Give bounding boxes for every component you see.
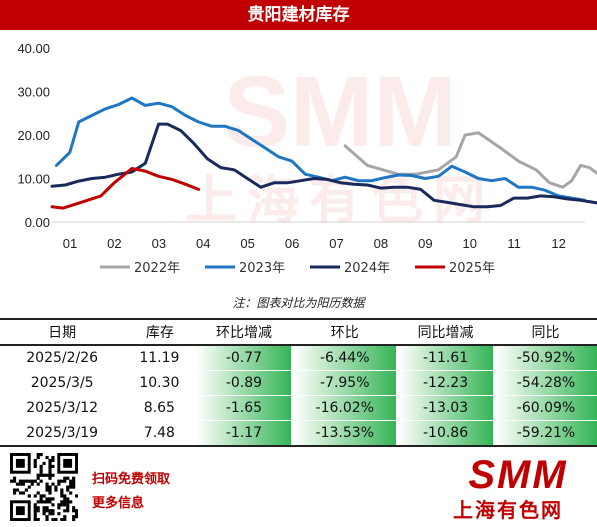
x-tick-label: 09	[418, 236, 432, 251]
cell-date: 2025/2/26	[26, 350, 99, 367]
col-yoy-change: 同比增减	[397, 318, 495, 346]
cell-mom-change: -0.77	[194, 344, 293, 371]
promo-line-2: 更多信息	[92, 496, 145, 511]
x-tick-label: 08	[374, 236, 388, 251]
x-tick-label: 02	[107, 236, 121, 251]
x-tick-label: 10	[463, 236, 477, 251]
table-row: 2025/3/12 8.65 -1.65 -16.02% -13.03 -60.…	[0, 395, 597, 421]
series-line	[343, 131, 597, 189]
cell-date: 2025/3/19	[0, 420, 125, 447]
promo-line-1: 扫码免费领取	[92, 472, 171, 487]
smm-logo-cn: 上海有色网	[453, 498, 563, 522]
col-inventory: 库存	[124, 318, 196, 346]
qr-code-image[interactable]	[10, 453, 79, 522]
x-tick-label: 12	[551, 236, 565, 251]
cell-mom-change: -1.65	[194, 395, 293, 421]
inventory-table: 日期 库存 环比增减 环比 同比增减 同比 2025/2/26 11.19 -0…	[0, 318, 597, 447]
col-date: 日期	[0, 318, 125, 346]
cell-inventory: 10.30	[139, 375, 180, 391]
y-tick-label: 20.00	[17, 128, 50, 143]
cell-mom-pct: -7.95%	[291, 370, 398, 396]
cell-yoy-change: -11.61	[396, 344, 495, 371]
series-line	[50, 167, 201, 210]
legend-label: 2023年	[239, 261, 285, 276]
y-tick-label: 30.00	[17, 85, 50, 100]
chart-area: SMM 上海有色网 0.00 10.00 20.00 30.00 40.00 01 02 03…	[0, 30, 597, 285]
cell-date: 2025/3/12	[26, 400, 99, 416]
x-tick-label: 03	[152, 236, 166, 251]
chart-title: 贵阳建材库存	[0, 0, 597, 30]
cell-yoy-pct: -54.28%	[493, 370, 597, 396]
cell-yoy-pct: -59.21%	[493, 420, 597, 447]
table-header-row: 日期 库存 环比增减 环比 同比增减 同比	[0, 318, 597, 346]
cell-yoy-change: -12.23	[396, 370, 495, 396]
chart-note: 注：图表对比为阳历数据	[232, 296, 365, 310]
legend-label: 2025年	[449, 261, 495, 276]
smm-logo: SMM	[468, 453, 568, 497]
y-tick-label: 10.00	[17, 172, 50, 187]
legend-label: 2022年	[134, 261, 180, 276]
cell-yoy-pct: -50.92%	[493, 344, 597, 371]
table-row: 2025/3/5 10.30 -0.89 -7.95% -12.23 -54.2…	[0, 370, 597, 396]
cell-date: 2025/3/5	[30, 375, 94, 391]
y-tick-label: 40.00	[17, 41, 50, 56]
cell-inventory: 11.19	[139, 350, 180, 367]
cell-mom-change: -0.89	[194, 370, 293, 396]
x-tick-label: 06	[285, 236, 299, 251]
cell-yoy-change: -10.86	[396, 420, 495, 447]
x-tick-label: 11	[507, 236, 521, 251]
cell-yoy-pct: -60.09%	[493, 395, 597, 421]
col-mom-change: 环比增减	[195, 318, 293, 346]
x-tick-label: 05	[240, 236, 254, 251]
x-tick-label: 04	[196, 236, 210, 251]
legend-label: 2024年	[344, 261, 390, 276]
series-line	[54, 96, 587, 202]
x-tick-label: 07	[329, 236, 343, 251]
y-tick-label: 0.00	[25, 215, 50, 230]
col-mom-pct: 环比	[292, 318, 398, 346]
x-tick-label: 01	[63, 236, 77, 251]
col-yoy-pct: 同比	[494, 318, 597, 346]
cell-mom-change: -1.17	[194, 420, 293, 447]
cell-mom-pct: -13.53%	[291, 420, 398, 447]
table-row: 2025/3/19 7.48 -1.17 -13.53% -10.86 -59.…	[0, 420, 597, 447]
cell-inventory: 7.48	[124, 420, 196, 447]
line-chart: 0.00 10.00 20.00 30.00 40.00 01 02 03 04 05 06 07 08…	[17, 41, 597, 276]
cell-mom-pct: -6.44%	[291, 344, 398, 371]
cell-inventory: 8.65	[143, 400, 175, 416]
cell-yoy-change: -13.03	[396, 395, 495, 421]
series-line	[50, 122, 597, 209]
table-row: 2025/2/26 11.19 -0.77 -6.44% -11.61 -50.…	[0, 344, 597, 371]
cell-mom-pct: -16.02%	[291, 395, 398, 421]
